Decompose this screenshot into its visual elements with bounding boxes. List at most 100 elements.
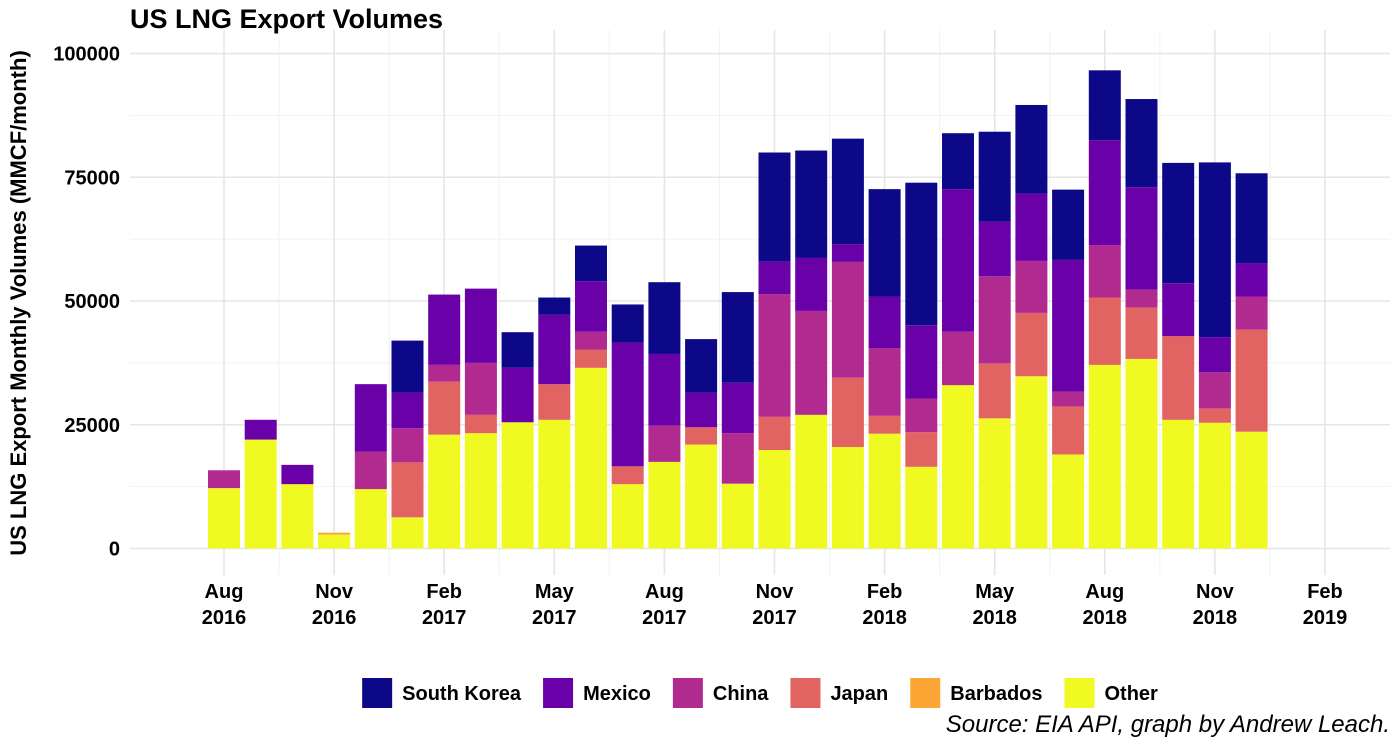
bar-segment-china: [208, 470, 240, 489]
bar-segment-south-korea: [1235, 173, 1268, 264]
bar-segment-south-korea: [721, 292, 754, 383]
bar-segment-other: [501, 422, 534, 549]
bar-segment-other: [1125, 358, 1158, 549]
bar-segment-mexico: [831, 244, 864, 262]
bar-segment-other: [1015, 376, 1048, 549]
bar-segment-japan: [1052, 406, 1085, 455]
x-tick-label-year: 2017: [422, 607, 467, 629]
bar-segment-south-korea: [942, 133, 974, 190]
bars: [208, 70, 1268, 549]
bar-segment-other: [721, 483, 754, 549]
bar-segment-china: [1088, 245, 1121, 298]
legend-swatch-mexico: [543, 678, 574, 708]
bar-segment-japan: [905, 432, 938, 467]
bar-segment-japan: [1015, 312, 1048, 377]
bar-segment-other: [648, 461, 681, 549]
bar-segment-other: [538, 419, 571, 549]
bar-segment-china: [758, 294, 791, 417]
bar-segment-other: [611, 484, 644, 549]
bar-segment-south-korea: [648, 282, 681, 354]
bar-segment-mexico: [354, 384, 387, 452]
bar-segment-mexico: [1088, 140, 1121, 246]
bar-segment-mexico: [978, 221, 1011, 277]
x-tick-label-month: Aug: [645, 581, 684, 603]
bar-segment-south-korea: [575, 245, 607, 282]
bar-segment-japan: [1088, 297, 1121, 365]
bar-segment-south-korea: [685, 339, 718, 393]
bar-segment-mexico: [244, 419, 277, 440]
bar-segment-china: [1015, 260, 1048, 313]
y-tick-label: 100000: [53, 44, 120, 66]
bar-segment-japan: [1235, 329, 1268, 432]
bar-segment-other: [868, 433, 901, 549]
bar-segment-mexico: [1125, 187, 1158, 290]
x-tick-label-month: Aug: [1085, 581, 1124, 603]
bar-segment-mexico: [868, 296, 901, 349]
bar-segment-south-korea: [611, 304, 644, 343]
bar-segment-japan: [978, 363, 1011, 419]
x-tick-label-year: 2017: [532, 607, 577, 629]
bar-segment-mexico: [758, 261, 791, 295]
bar-segment-south-korea: [978, 131, 1011, 222]
x-tick-label-year: 2017: [642, 607, 687, 629]
bar-segment-other: [575, 367, 607, 549]
bar-segment-china: [831, 261, 864, 378]
bar-segment-mexico: [538, 314, 571, 385]
bar-segment-japan: [758, 416, 791, 450]
x-tick-label-year: 2018: [972, 607, 1017, 629]
bar-segment-other: [244, 439, 277, 549]
bar-segment-mexico: [942, 189, 974, 332]
legend-swatch-other: [1064, 678, 1095, 708]
bar-segment-mexico: [1052, 259, 1085, 392]
bar-segment-china: [648, 425, 681, 462]
bar-segment-china: [905, 398, 938, 433]
legend-label: South Korea: [402, 683, 522, 705]
x-tick-label-year: 2018: [862, 607, 907, 629]
legend-label: Barbados: [950, 683, 1042, 705]
legend-swatch-japan: [790, 678, 821, 708]
bar-segment-other: [978, 418, 1011, 549]
x-tick-label-month: Nov: [315, 581, 354, 603]
bar-segment-south-korea: [1198, 162, 1231, 338]
bar-segment-south-korea: [1088, 70, 1121, 141]
bar-segment-china: [942, 331, 974, 386]
bar-segment-other: [942, 385, 974, 549]
bar-segment-mexico: [648, 353, 681, 426]
bar-segment-other: [685, 444, 718, 549]
y-tick-label: 50000: [64, 291, 120, 313]
x-tick-label-month: May: [535, 581, 575, 603]
bar-segment-south-korea: [905, 182, 938, 326]
bar-segment-mexico: [281, 464, 314, 485]
legend-label: China: [713, 683, 769, 705]
x-tick-label-month: Nov: [1196, 581, 1235, 603]
bar-segment-south-korea: [538, 297, 571, 315]
bar-segment-china: [1198, 372, 1231, 409]
bar-segment-other: [281, 484, 314, 549]
bar-segment-other: [1088, 364, 1121, 549]
x-tick-label-year: 2016: [202, 607, 247, 629]
y-tick-label: 25000: [64, 415, 120, 437]
bar-segment-japan: [428, 381, 461, 435]
bar-segment-china: [575, 331, 607, 350]
bar-segment-mexico: [611, 342, 644, 467]
bar-segment-south-korea: [758, 152, 791, 262]
bar-segment-china: [795, 310, 828, 415]
bar-segment-other: [758, 449, 791, 549]
bar-segment-mexico: [575, 281, 607, 332]
y-axis-title: US LNG Export Monthly Volumes (MMCF/mont…: [6, 50, 31, 556]
bar-segment-south-korea: [868, 189, 901, 297]
bar-segment-mexico: [721, 382, 754, 434]
bar-segment-japan: [611, 466, 644, 485]
y-axis-ticks: 0 25000 50000 75000 100000: [53, 44, 120, 561]
x-tick-label-month: Nov: [756, 581, 795, 603]
bar-segment-japan: [538, 384, 571, 420]
bar-segment-mexico: [1198, 337, 1231, 373]
bar-segment-mexico: [464, 288, 497, 363]
bar-segment-mexico: [391, 392, 424, 429]
bar-segment-japan: [1162, 336, 1195, 420]
bar-segment-south-korea: [1015, 104, 1048, 194]
x-tick-label-month: Aug: [205, 581, 244, 603]
bar-segment-other: [795, 414, 828, 549]
y-tick-label: 0: [109, 539, 120, 561]
